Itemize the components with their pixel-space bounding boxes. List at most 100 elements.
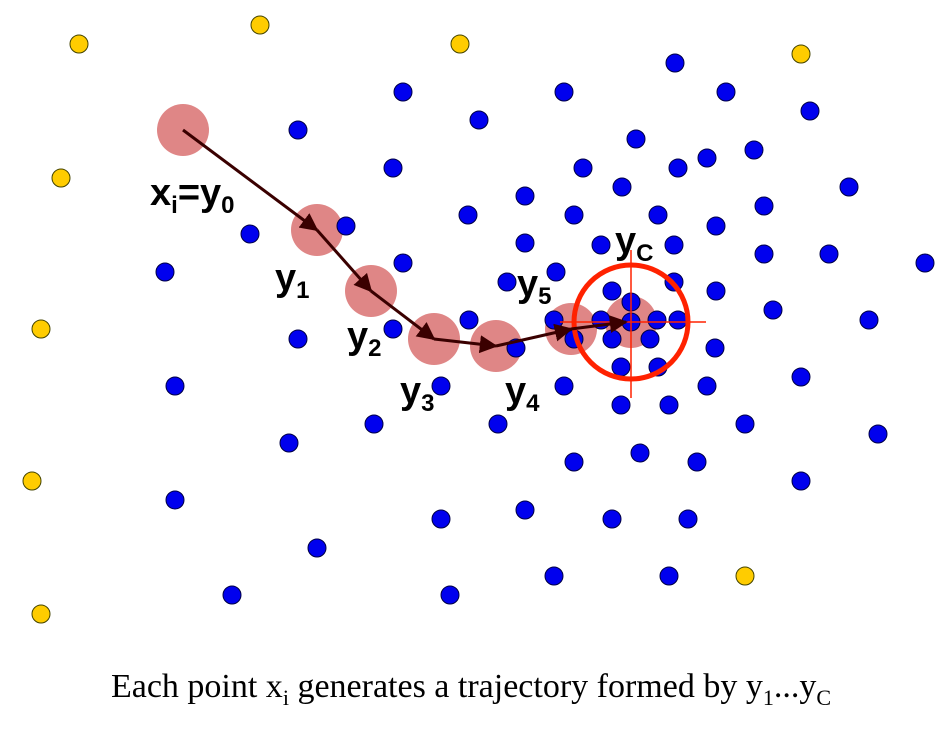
sparse-point xyxy=(69,34,89,54)
dense-point xyxy=(364,414,384,434)
sparse-point xyxy=(22,471,42,491)
dense-point xyxy=(664,235,684,255)
dense-point xyxy=(307,538,327,558)
dense-point xyxy=(668,310,688,330)
mode-marker xyxy=(560,250,706,398)
dense-point xyxy=(564,452,584,472)
dense-point xyxy=(393,82,413,102)
dense-point xyxy=(279,433,299,453)
dense-point xyxy=(839,177,859,197)
dense-point xyxy=(640,329,660,349)
dense-point xyxy=(288,329,308,349)
sparse-point xyxy=(735,566,755,586)
dense-point xyxy=(383,158,403,178)
dense-point xyxy=(659,566,679,586)
dense-point xyxy=(488,414,508,434)
dense-point xyxy=(791,471,811,491)
dense-point xyxy=(630,443,650,463)
trajectory-arrows xyxy=(182,128,628,354)
dense-point xyxy=(469,110,489,130)
dense-point xyxy=(155,262,175,282)
dense-point xyxy=(819,244,839,264)
dense-point xyxy=(165,376,185,396)
dense-point xyxy=(665,53,685,73)
dense-point xyxy=(222,585,242,605)
dense-point xyxy=(678,509,698,529)
sparse-point xyxy=(31,319,51,339)
dense-point xyxy=(554,82,574,102)
dense-point xyxy=(754,244,774,264)
trajectory-step-arrow xyxy=(370,289,436,341)
dense-points xyxy=(155,53,935,605)
dense-point xyxy=(648,205,668,225)
dense-point xyxy=(573,158,593,178)
trajectory-step-arrow xyxy=(433,335,498,354)
dense-point xyxy=(611,395,631,415)
sparse-point xyxy=(31,604,51,624)
dense-point xyxy=(800,101,820,121)
dense-point xyxy=(497,272,517,292)
label-y4: y4 xyxy=(505,370,540,417)
label-yc: yC xyxy=(615,220,653,267)
trajectory-step-arrow xyxy=(315,229,373,293)
dense-point xyxy=(697,148,717,168)
dense-point xyxy=(591,235,611,255)
dense-point xyxy=(564,205,584,225)
dense-point xyxy=(393,253,413,273)
dense-point xyxy=(602,509,622,529)
dense-point xyxy=(647,310,667,330)
trajectory-step-arrow xyxy=(495,323,573,348)
dense-point xyxy=(868,424,888,444)
dense-point xyxy=(915,253,935,273)
label-y3: y3 xyxy=(400,370,435,417)
sparse-point xyxy=(250,15,270,35)
dense-point xyxy=(515,233,535,253)
dense-point xyxy=(458,205,478,225)
dense-point xyxy=(554,376,574,396)
dense-point xyxy=(165,490,185,510)
dense-point xyxy=(705,338,725,358)
dense-point xyxy=(763,300,783,320)
dense-point xyxy=(602,281,622,301)
sparse-point xyxy=(450,34,470,54)
dense-point xyxy=(859,310,879,330)
trajectory-halos xyxy=(157,104,657,372)
dense-point xyxy=(706,281,726,301)
dense-point xyxy=(716,82,736,102)
caption: Each point xi generates a trajectory for… xyxy=(110,668,832,710)
dense-point xyxy=(546,262,566,282)
dense-point xyxy=(668,158,688,178)
dense-point xyxy=(336,216,356,236)
dense-point xyxy=(459,310,479,330)
dense-point xyxy=(659,395,679,415)
dense-point xyxy=(791,367,811,387)
dense-point xyxy=(240,224,260,244)
dense-point xyxy=(612,177,632,197)
label-x0: xi=y0 xyxy=(150,172,235,219)
dense-point xyxy=(431,509,451,529)
dense-point xyxy=(687,452,707,472)
sparse-point xyxy=(51,168,71,188)
dense-point xyxy=(288,120,308,140)
dense-point xyxy=(440,585,460,605)
dense-point xyxy=(754,196,774,216)
label-y1: y1 xyxy=(275,257,310,304)
dense-point xyxy=(611,357,631,377)
sparse-point xyxy=(791,44,811,64)
dense-point xyxy=(744,140,764,160)
dense-point xyxy=(735,414,755,434)
dense-point xyxy=(626,129,646,149)
dense-point xyxy=(515,500,535,520)
dense-point xyxy=(697,376,717,396)
dense-point xyxy=(431,376,451,396)
dense-point xyxy=(544,310,564,330)
dense-point xyxy=(706,216,726,236)
label-y2: y2 xyxy=(347,315,382,362)
dense-point xyxy=(515,186,535,206)
trajectory-step-arrow xyxy=(182,128,319,232)
trajectory-labels: xi=y0 y1 y2 y3 y4 y5 yC xyxy=(150,172,653,417)
dense-point xyxy=(602,329,622,349)
trajectory-step-arrow xyxy=(570,315,628,333)
label-y5: y5 xyxy=(517,263,552,310)
